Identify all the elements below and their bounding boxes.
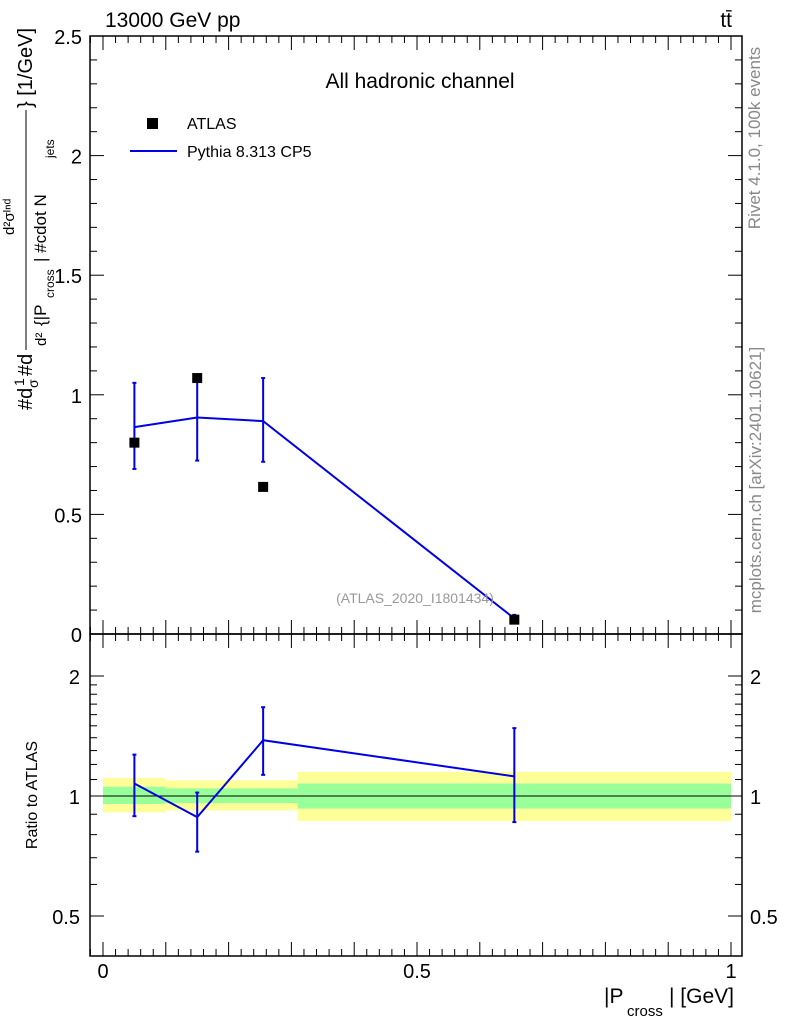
atlas-data-point xyxy=(192,373,203,384)
svg-text:cross: cross xyxy=(43,269,57,298)
ratio-ytick-label-right: 2 xyxy=(750,667,761,689)
svg-text:d²: d² xyxy=(33,333,50,346)
main-ytick-label: 0 xyxy=(71,625,82,647)
svg-text:| [GeV]: | [GeV] xyxy=(669,985,734,1008)
svg-text:d²σᴵⁿᵈ: d²σᴵⁿᵈ xyxy=(1,198,18,235)
analysis-watermark: (ATLAS_2020_I1801434) xyxy=(336,590,494,606)
svg-text:{|P: {|P xyxy=(31,305,50,326)
ratio-y-axis-label: Ratio to ATLAS xyxy=(24,741,41,849)
main-ytick-label: 0.5 xyxy=(54,505,82,527)
legend-atlas-marker xyxy=(147,118,158,129)
atlas-data-point xyxy=(509,614,520,625)
svg-text:| #cdot N: | #cdot N xyxy=(31,194,50,262)
svg-text:cross: cross xyxy=(627,1003,663,1020)
main-ytick-label: 2.5 xyxy=(54,27,82,49)
svg-text:#d: #d xyxy=(15,388,37,410)
xtick-label: 0.5 xyxy=(403,961,431,983)
legend-pythia-label: Pythia 8.313 CP5 xyxy=(187,144,312,161)
atlas-data-point xyxy=(258,481,269,492)
rivet-version-label: Rivet 4.1.0, 100k events xyxy=(745,46,764,230)
chart-title: All hadronic channel xyxy=(325,70,514,93)
axis-tick-labels: 0 0.5 1 1.5 2 2.5 0.5 0.5 1 1 2 2 0 0.5 1 xyxy=(52,27,778,983)
svg-text:1: 1 xyxy=(11,378,27,386)
main-ytick-label: 2 xyxy=(71,147,82,169)
ratio-ytick-label-left: 0.5 xyxy=(52,907,80,929)
atlas-data-point xyxy=(129,437,140,448)
legend-atlas-label: ATLAS xyxy=(187,116,237,133)
x-axis-label: |P cross | [GeV] xyxy=(604,985,734,1020)
legend: ATLAS Pythia 8.313 CP5 xyxy=(130,116,312,161)
header-process-label: tt̄ xyxy=(720,9,732,32)
ratio-plot-marks xyxy=(90,706,742,853)
xtick-label: 1 xyxy=(725,961,736,983)
xtick-label: 0 xyxy=(97,961,108,983)
ratio-ytick-label-left: 1 xyxy=(69,787,80,809)
main-y-axis-label: #d 1 σ #d d²σᴵⁿᵈ d² {|P cross | #cdot N … xyxy=(1,28,57,410)
svg-text:jets: jets xyxy=(43,139,57,159)
axis-ticks xyxy=(89,35,742,956)
ratio-pythia-line xyxy=(133,739,515,819)
main-pythia-line xyxy=(134,416,515,620)
main-plot-marks xyxy=(129,373,520,625)
ratio-ytick-label-left: 2 xyxy=(69,667,80,689)
main-ytick-label: 1.5 xyxy=(54,266,82,288)
svg-text:#d: #d xyxy=(15,354,37,376)
header-energy-label: 13000 GeV pp xyxy=(105,9,240,32)
ratio-ytick-label-right: 1 xyxy=(750,787,761,809)
main-ytick-label: 1 xyxy=(71,386,82,408)
svg-text:} [1/GeV]: } [1/GeV] xyxy=(15,28,37,108)
ratio-panel-frame xyxy=(89,633,743,957)
svg-text:|P: |P xyxy=(604,985,623,1008)
ratio-ytick-label-right: 0.5 xyxy=(750,907,778,929)
mcplots-credit-label: mcplots.cern.ch [arXiv:2401.10621] xyxy=(746,346,765,614)
svg-text:σ: σ xyxy=(25,379,41,388)
